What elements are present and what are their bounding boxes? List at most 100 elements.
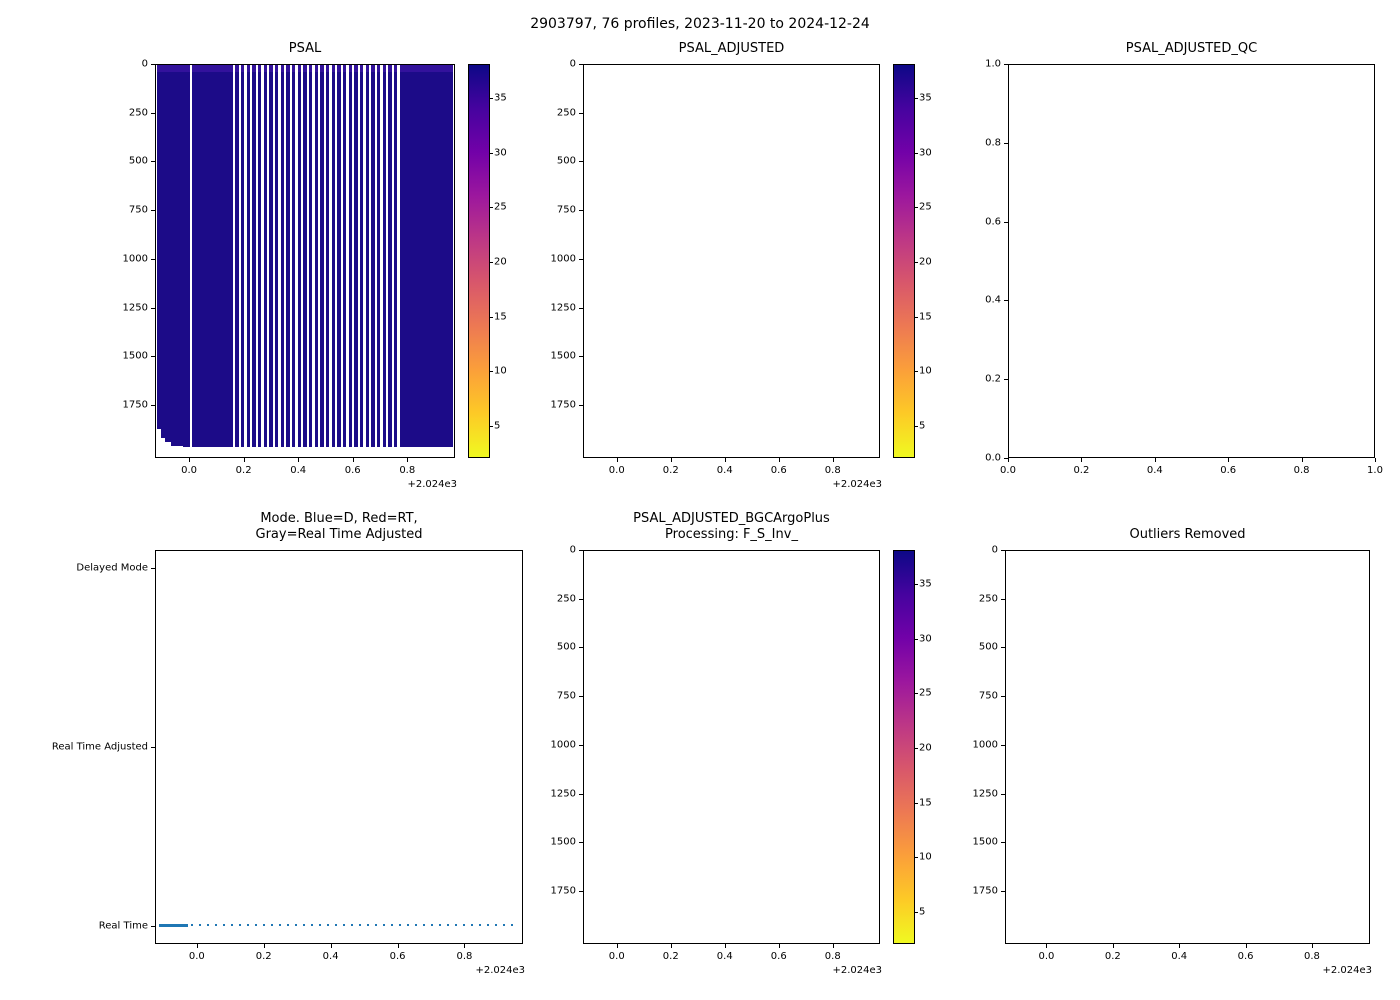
y-tick-mark	[1004, 142, 1008, 144]
heatmap-surface-band	[157, 65, 454, 72]
psal-colorbar: 5 10 15 20 25 30 35	[468, 64, 507, 458]
missing-profile-gap	[238, 65, 242, 448]
missing-profile-gap	[329, 65, 332, 448]
y-tick-label: 1750	[550, 885, 576, 897]
y-tick-label: 250	[556, 107, 576, 119]
colorbar-tick-mark	[914, 97, 918, 99]
y-tick-mark	[579, 112, 583, 114]
y-tick-mark	[1001, 793, 1005, 795]
missing-profile-gap	[334, 65, 338, 448]
y-tick-label: 1750	[972, 885, 998, 897]
y-tick-mark	[151, 210, 155, 212]
x-axis-offset-label: +2.024e3	[832, 479, 882, 490]
x-tick-mark	[1112, 944, 1114, 948]
heatmap-data	[157, 65, 454, 448]
x-tick-label: 0.4	[290, 465, 307, 476]
missing-profile-gap	[283, 65, 287, 448]
x-tick-mark	[196, 944, 198, 948]
colorbar-tick-mark	[489, 97, 493, 99]
x-tick-mark	[670, 944, 672, 948]
colorbar-tick-mark	[914, 748, 918, 749]
x-tick-mark	[1081, 458, 1083, 462]
subplot-psal-adjusted-qc-title: PSAL_ADJUSTED_QC	[1125, 40, 1258, 56]
y-tick-label: 1250	[972, 788, 998, 800]
y-tick-mark	[579, 161, 583, 163]
missing-profile-gap	[323, 65, 326, 448]
x-tick-label: 0.2	[1104, 951, 1121, 962]
colorbar-tick-mark	[914, 152, 918, 154]
colorbar-tick-mark	[914, 207, 918, 209]
colorbar-tick-mark	[489, 207, 493, 209]
y-tick-mark	[579, 744, 583, 746]
y-tick-mark	[1001, 550, 1005, 551]
y-tick-label: 750	[978, 690, 998, 702]
y-tick-label: 1000	[122, 253, 148, 265]
missing-profile-gap	[306, 65, 310, 448]
x-tick-mark	[1301, 458, 1303, 462]
missing-profile-gap	[357, 65, 360, 448]
x-tick-label: 0.6	[1237, 951, 1254, 962]
x-tick-mark	[778, 944, 780, 948]
y-tick-label: 1250	[122, 302, 148, 314]
x-tick-label: 0.4	[1146, 465, 1163, 476]
colorbar-tick-mark	[914, 426, 918, 428]
x-tick-label: 0.2	[255, 951, 272, 962]
colorbar-tick-mark	[489, 152, 493, 154]
y-tick-label: 1000	[550, 253, 576, 265]
missing-profile-gap	[374, 65, 377, 448]
colorbar-tick-label: 5	[919, 420, 926, 432]
colorbar-tick-mark	[489, 426, 493, 428]
y-tick-label: 250	[556, 593, 576, 605]
x-tick-label: 0.6	[344, 465, 361, 476]
missing-profile-gap	[255, 65, 259, 448]
x-tick-mark	[670, 458, 672, 462]
colorbar-tick-label: 10	[919, 365, 932, 377]
colorbar-tick-mark	[489, 316, 493, 318]
y-tick-mark	[579, 647, 583, 649]
x-tick-label: 0.4	[322, 951, 339, 962]
subplot-mode-title: Mode. Blue=D, Red=RT, Gray=Real Time Adj…	[255, 510, 423, 542]
y-tick-mark	[151, 567, 155, 569]
y-tick-mark	[151, 112, 155, 114]
colorbar-tick-mark	[914, 316, 918, 318]
colorbar-tick-mark	[489, 371, 493, 373]
y-tick-mark	[579, 842, 583, 844]
x-tick-label: 0.8	[399, 465, 416, 476]
y-tick-label: 0	[569, 544, 576, 556]
x-tick-mark	[616, 458, 618, 462]
x-tick-mark	[1046, 944, 1048, 948]
psal-adjusted-qc-empty	[1009, 65, 1374, 457]
y-tick-mark	[579, 598, 583, 600]
psal-adjusted-bgc-empty	[584, 551, 879, 943]
colorbar-tick-label: 20	[494, 256, 507, 268]
x-tick-label: 0.4	[716, 951, 733, 962]
y-tick-mark	[579, 550, 583, 551]
missing-profile-gap	[312, 65, 315, 448]
colorbar-tick-label: 25	[494, 201, 507, 213]
y-tick-mark	[579, 210, 583, 212]
colorbar-tick-label: 35	[919, 92, 932, 104]
colorbar-tick-label: 25	[919, 201, 932, 213]
y-tick-mark	[1001, 890, 1005, 892]
x-tick-label: 0.2	[1073, 465, 1090, 476]
y-tick-label: 1000	[550, 739, 576, 751]
y-tick-mark	[151, 258, 155, 260]
y-tick-label: 1500	[550, 350, 576, 362]
colorbar-tick-mark	[914, 371, 918, 373]
colorbar-tick-mark	[914, 912, 918, 914]
y-tick-label: Delayed Mode	[76, 562, 148, 574]
missing-profile-gap	[190, 65, 193, 448]
missing-profile-gap	[272, 65, 276, 448]
x-tick-mark	[330, 944, 332, 948]
colorbar-tick-label: 30	[919, 633, 932, 645]
y-tick-label: 750	[128, 204, 148, 216]
colorbar-tick-label: 15	[919, 797, 932, 809]
y-tick-mark	[1004, 458, 1008, 459]
colorbar-tick-mark	[914, 802, 918, 804]
missing-profile-gap	[397, 65, 400, 448]
colorbar-tick-label: 5	[494, 420, 501, 432]
x-tick-mark	[1311, 944, 1313, 948]
subplot-outliers-removed-title: Outliers Removed	[1129, 526, 1246, 542]
x-tick-label: 0.0	[1000, 465, 1016, 476]
x-tick-mark	[464, 944, 466, 948]
